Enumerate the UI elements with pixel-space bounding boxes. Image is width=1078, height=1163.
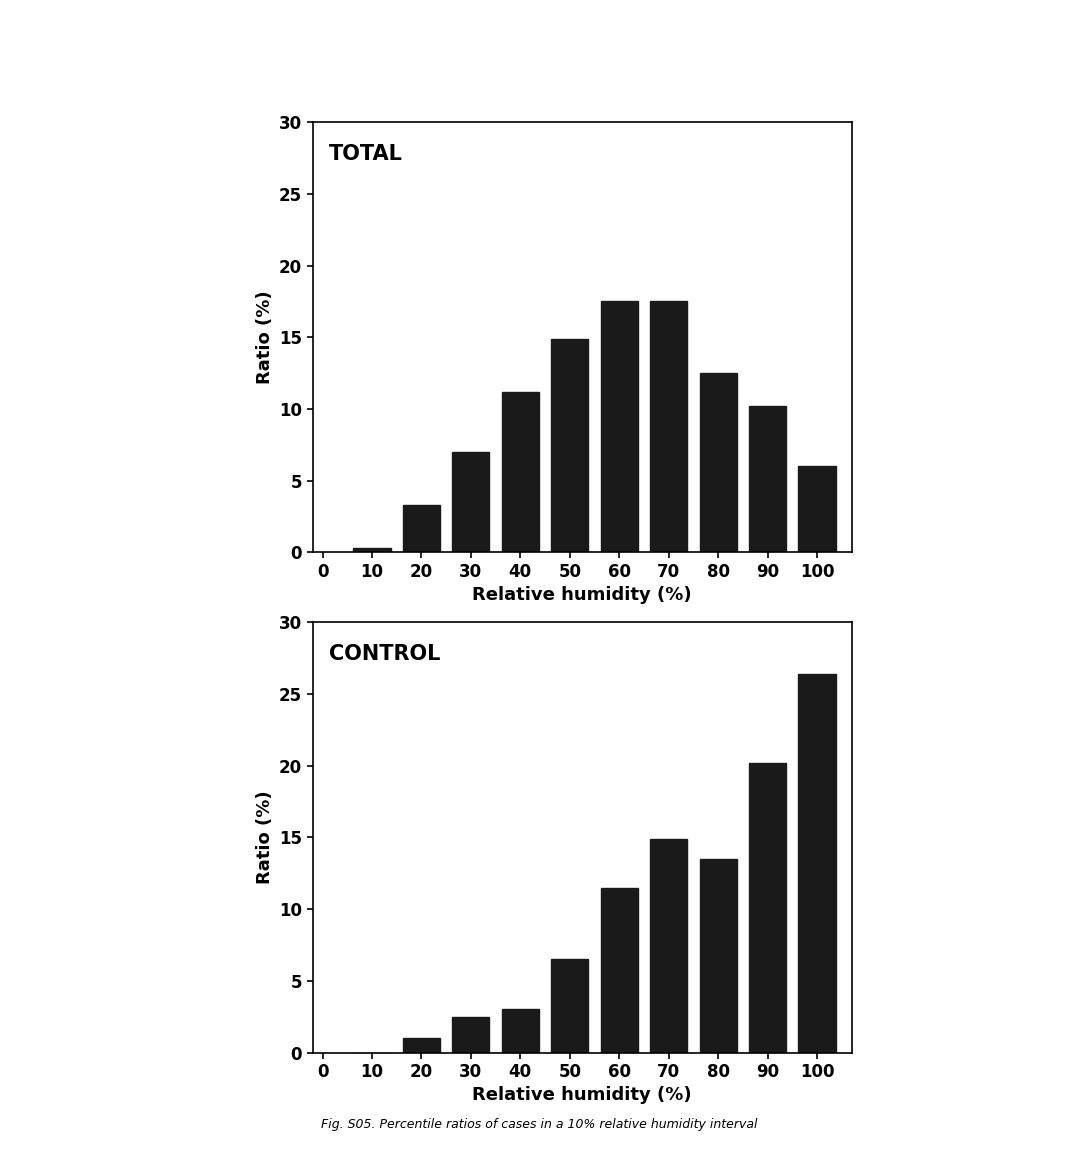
Bar <box>501 1009 539 1053</box>
Bar <box>403 505 440 552</box>
Text: CONTROL: CONTROL <box>329 644 440 664</box>
Text: TOTAL: TOTAL <box>329 143 403 164</box>
Bar <box>799 673 835 1053</box>
Bar <box>650 301 687 552</box>
Text: Fig. S05. Percentile ratios of cases in a 10% relative humidity interval: Fig. S05. Percentile ratios of cases in … <box>321 1118 757 1132</box>
Bar <box>453 452 489 552</box>
Bar <box>501 392 539 552</box>
Bar <box>700 858 736 1053</box>
Bar <box>700 373 736 552</box>
Bar <box>749 763 786 1053</box>
Y-axis label: Ratio (%): Ratio (%) <box>255 791 274 884</box>
X-axis label: Relative humidity (%): Relative humidity (%) <box>472 1086 692 1105</box>
Bar <box>600 887 638 1053</box>
Bar <box>551 959 589 1053</box>
Bar <box>749 406 786 552</box>
Bar <box>403 1039 440 1053</box>
Y-axis label: Ratio (%): Ratio (%) <box>255 291 274 384</box>
Bar <box>354 548 390 552</box>
X-axis label: Relative humidity (%): Relative humidity (%) <box>472 586 692 605</box>
Bar <box>650 839 687 1053</box>
Bar <box>551 338 589 552</box>
Bar <box>799 466 835 552</box>
Bar <box>453 1016 489 1053</box>
Bar <box>600 301 638 552</box>
